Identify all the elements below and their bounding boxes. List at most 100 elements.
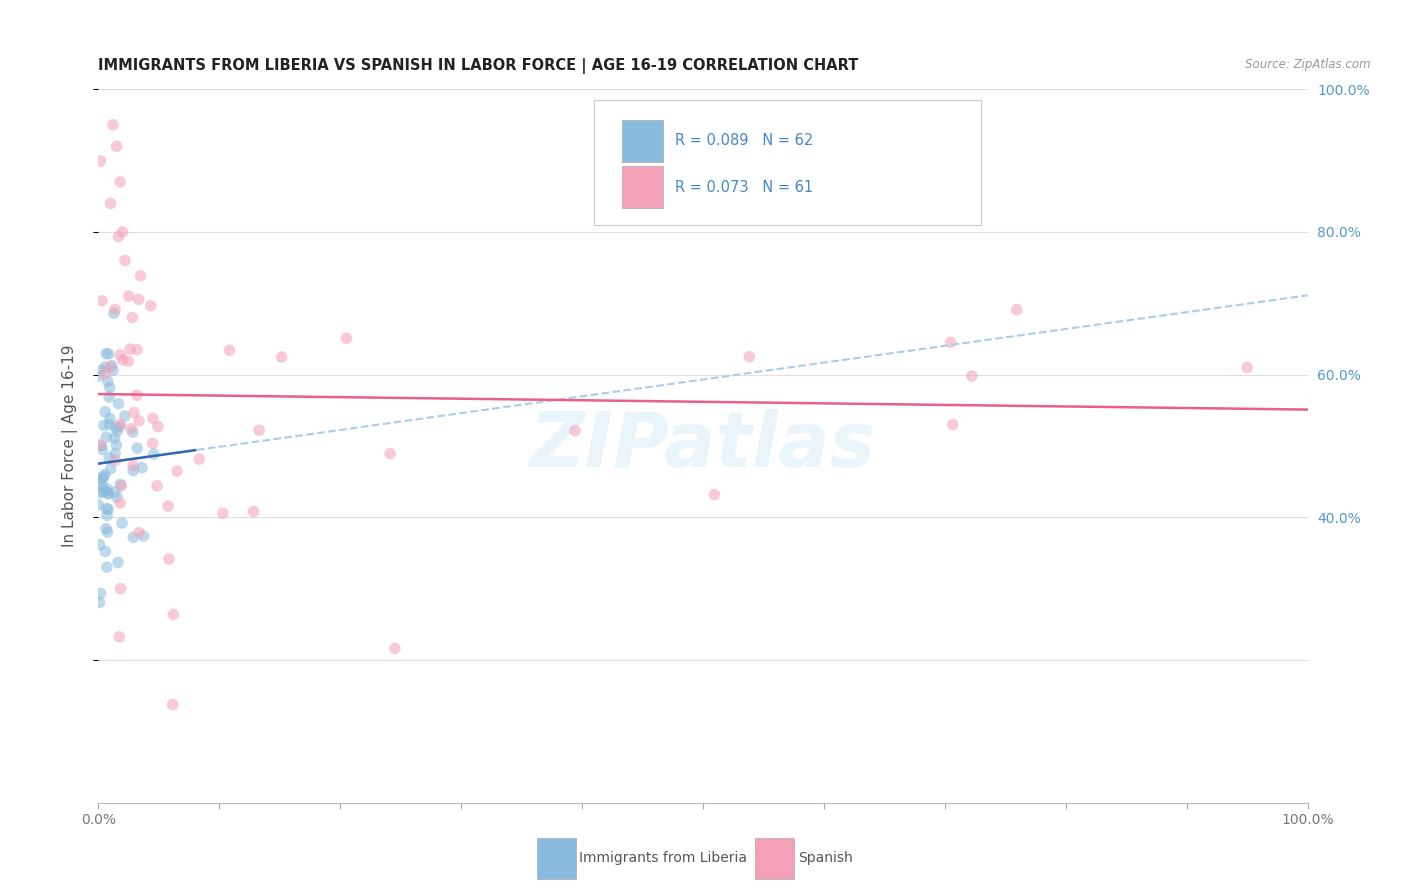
- Point: [111, 353, 134, 368]
- Text: Immigrants from Liberia: Immigrants from Liberia: [579, 851, 747, 865]
- Point: [335, 331, 357, 345]
- Point: [942, 417, 965, 432]
- Point: [107, 229, 129, 244]
- Point: [146, 419, 169, 434]
- Point: [90, 293, 112, 308]
- Point: [87, 498, 110, 512]
- Text: ZIPatlas: ZIPatlas: [530, 409, 876, 483]
- Point: [104, 420, 127, 434]
- Point: [108, 630, 131, 644]
- Point: [91, 471, 114, 485]
- Point: [100, 196, 122, 211]
- Point: [91, 442, 114, 457]
- Point: [97, 375, 120, 389]
- Point: [157, 499, 180, 513]
- Point: [125, 343, 148, 357]
- Point: [96, 485, 118, 500]
- Point: [98, 417, 121, 432]
- Point: [142, 447, 165, 461]
- Point: [218, 343, 240, 358]
- Point: [90, 364, 112, 378]
- Point: [87, 369, 110, 384]
- Point: [108, 496, 131, 510]
- Point: [98, 451, 121, 466]
- Point: [96, 508, 118, 523]
- Point: [96, 482, 118, 496]
- Point: [98, 390, 121, 404]
- Point: [111, 516, 134, 530]
- Point: [89, 586, 111, 600]
- Point: [97, 487, 120, 501]
- Point: [94, 483, 117, 498]
- Point: [146, 479, 169, 493]
- Point: [242, 504, 264, 518]
- Point: [380, 447, 402, 461]
- Point: [104, 485, 127, 500]
- Point: [107, 555, 129, 569]
- Point: [100, 462, 122, 476]
- Point: [98, 411, 121, 425]
- Text: Source: ZipAtlas.com: Source: ZipAtlas.com: [1246, 58, 1371, 71]
- Point: [564, 424, 586, 438]
- Point: [118, 289, 141, 303]
- Point: [90, 478, 112, 492]
- Text: R = 0.073   N = 61: R = 0.073 N = 61: [675, 180, 813, 194]
- Point: [1005, 302, 1028, 317]
- Point: [105, 424, 128, 438]
- Point: [97, 525, 120, 540]
- Point: [98, 381, 121, 395]
- Point: [101, 363, 124, 377]
- Point: [96, 560, 118, 574]
- Point: [121, 310, 143, 325]
- Point: [122, 405, 145, 419]
- Point: [108, 419, 131, 434]
- Point: [114, 253, 136, 268]
- Point: [270, 350, 292, 364]
- Point: [94, 359, 117, 374]
- Point: [100, 359, 122, 373]
- Point: [162, 698, 184, 712]
- Point: [104, 453, 127, 467]
- Point: [188, 452, 211, 467]
- Point: [90, 439, 112, 453]
- Point: [122, 458, 145, 473]
- Point: [1236, 360, 1258, 375]
- Point: [93, 484, 115, 499]
- Point: [127, 441, 149, 455]
- Point: [94, 405, 117, 419]
- Point: [157, 552, 180, 566]
- Point: [89, 537, 111, 551]
- Point: [128, 525, 150, 540]
- Point: [703, 488, 725, 502]
- Point: [105, 139, 128, 153]
- Point: [110, 582, 132, 596]
- Point: [97, 347, 120, 361]
- Text: IMMIGRANTS FROM LIBERIA VS SPANISH IN LABOR FORCE | AGE 16-19 CORRELATION CHART: IMMIGRANTS FROM LIBERIA VS SPANISH IN LA…: [98, 58, 859, 74]
- Point: [142, 436, 165, 450]
- Point: [110, 479, 132, 493]
- Point: [128, 414, 150, 428]
- Point: [104, 446, 127, 460]
- Point: [114, 409, 136, 423]
- Y-axis label: In Labor Force | Age 16-19: In Labor Force | Age 16-19: [62, 344, 77, 548]
- Point: [103, 431, 125, 445]
- Point: [96, 430, 118, 444]
- Point: [97, 502, 120, 516]
- Point: [384, 641, 406, 656]
- FancyBboxPatch shape: [595, 100, 981, 225]
- Point: [142, 411, 165, 425]
- Point: [94, 544, 117, 558]
- FancyBboxPatch shape: [621, 120, 664, 162]
- Point: [120, 422, 142, 436]
- Point: [108, 348, 131, 362]
- Text: Spanish: Spanish: [799, 851, 853, 865]
- Point: [89, 485, 111, 500]
- Point: [118, 342, 141, 356]
- Point: [107, 397, 129, 411]
- Point: [122, 463, 145, 477]
- Point: [101, 118, 124, 132]
- Text: R = 0.089   N = 62: R = 0.089 N = 62: [675, 134, 814, 148]
- Point: [128, 293, 150, 307]
- Point: [247, 423, 270, 437]
- Point: [105, 438, 128, 452]
